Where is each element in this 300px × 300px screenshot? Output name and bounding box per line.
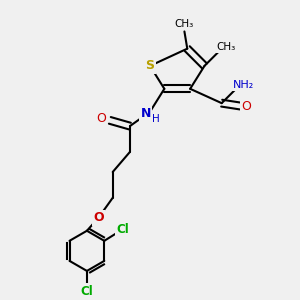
Text: O: O <box>96 112 106 125</box>
Text: CH₃: CH₃ <box>175 19 194 29</box>
Text: H: H <box>152 114 160 124</box>
Text: N: N <box>140 107 151 120</box>
Text: S: S <box>146 59 154 72</box>
Text: CH₃: CH₃ <box>216 42 236 52</box>
Text: O: O <box>241 100 251 112</box>
Text: NH₂: NH₂ <box>232 80 254 89</box>
Text: Cl: Cl <box>80 284 93 298</box>
Text: O: O <box>93 212 104 224</box>
Text: Cl: Cl <box>117 223 129 236</box>
